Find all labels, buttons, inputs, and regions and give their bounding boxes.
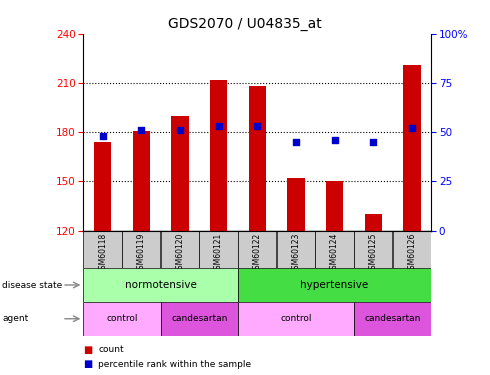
Bar (161, 231, 199, 268)
Bar (171, 116, 189, 231)
Text: GSM60125: GSM60125 (368, 232, 378, 274)
Text: count: count (98, 345, 123, 354)
Text: GSM60124: GSM60124 (330, 232, 339, 274)
Bar (393, 231, 431, 268)
Text: GSM60122: GSM60122 (253, 232, 262, 274)
Point (137, 127, 145, 133)
Text: GSM60119: GSM60119 (137, 232, 146, 274)
Bar (354, 231, 392, 268)
Text: ■: ■ (83, 360, 93, 369)
Text: GSM60121: GSM60121 (214, 232, 223, 274)
Text: agent: agent (2, 314, 29, 323)
Bar (238, 231, 276, 268)
Text: GDS2070 / U04835_at: GDS2070 / U04835_at (168, 17, 322, 31)
Bar (354, 302, 431, 336)
Text: GSM60118: GSM60118 (98, 232, 107, 274)
Bar (199, 231, 238, 268)
Bar (210, 80, 227, 231)
Text: candesartan: candesartan (171, 314, 227, 323)
Point (292, 139, 300, 145)
Bar (161, 302, 238, 336)
Bar (83, 302, 161, 336)
Point (369, 139, 377, 145)
Bar (403, 65, 420, 231)
Text: hypertensive: hypertensive (300, 280, 368, 290)
Bar (122, 231, 160, 268)
Bar (94, 142, 111, 231)
Point (408, 125, 416, 131)
Bar (248, 86, 266, 231)
Bar (238, 302, 354, 336)
Text: control: control (106, 314, 138, 323)
Text: normotensive: normotensive (124, 280, 196, 290)
Text: GSM60126: GSM60126 (407, 232, 416, 274)
Point (176, 127, 184, 133)
Text: GSM60123: GSM60123 (292, 232, 300, 274)
Bar (83, 231, 122, 268)
Point (215, 123, 222, 129)
Bar (287, 178, 305, 231)
Bar (365, 214, 382, 231)
Bar (316, 231, 354, 268)
Bar (83, 268, 238, 302)
Bar (326, 182, 343, 231)
Text: ■: ■ (83, 345, 93, 354)
Text: percentile rank within the sample: percentile rank within the sample (98, 360, 251, 369)
Text: GSM60120: GSM60120 (175, 232, 184, 274)
Text: control: control (280, 314, 312, 323)
Point (331, 137, 339, 143)
Bar (277, 231, 315, 268)
Point (98, 133, 106, 139)
Text: disease state: disease state (2, 280, 63, 290)
Bar (133, 130, 150, 231)
Point (253, 123, 261, 129)
Bar (238, 268, 431, 302)
Text: candesartan: candesartan (365, 314, 421, 323)
